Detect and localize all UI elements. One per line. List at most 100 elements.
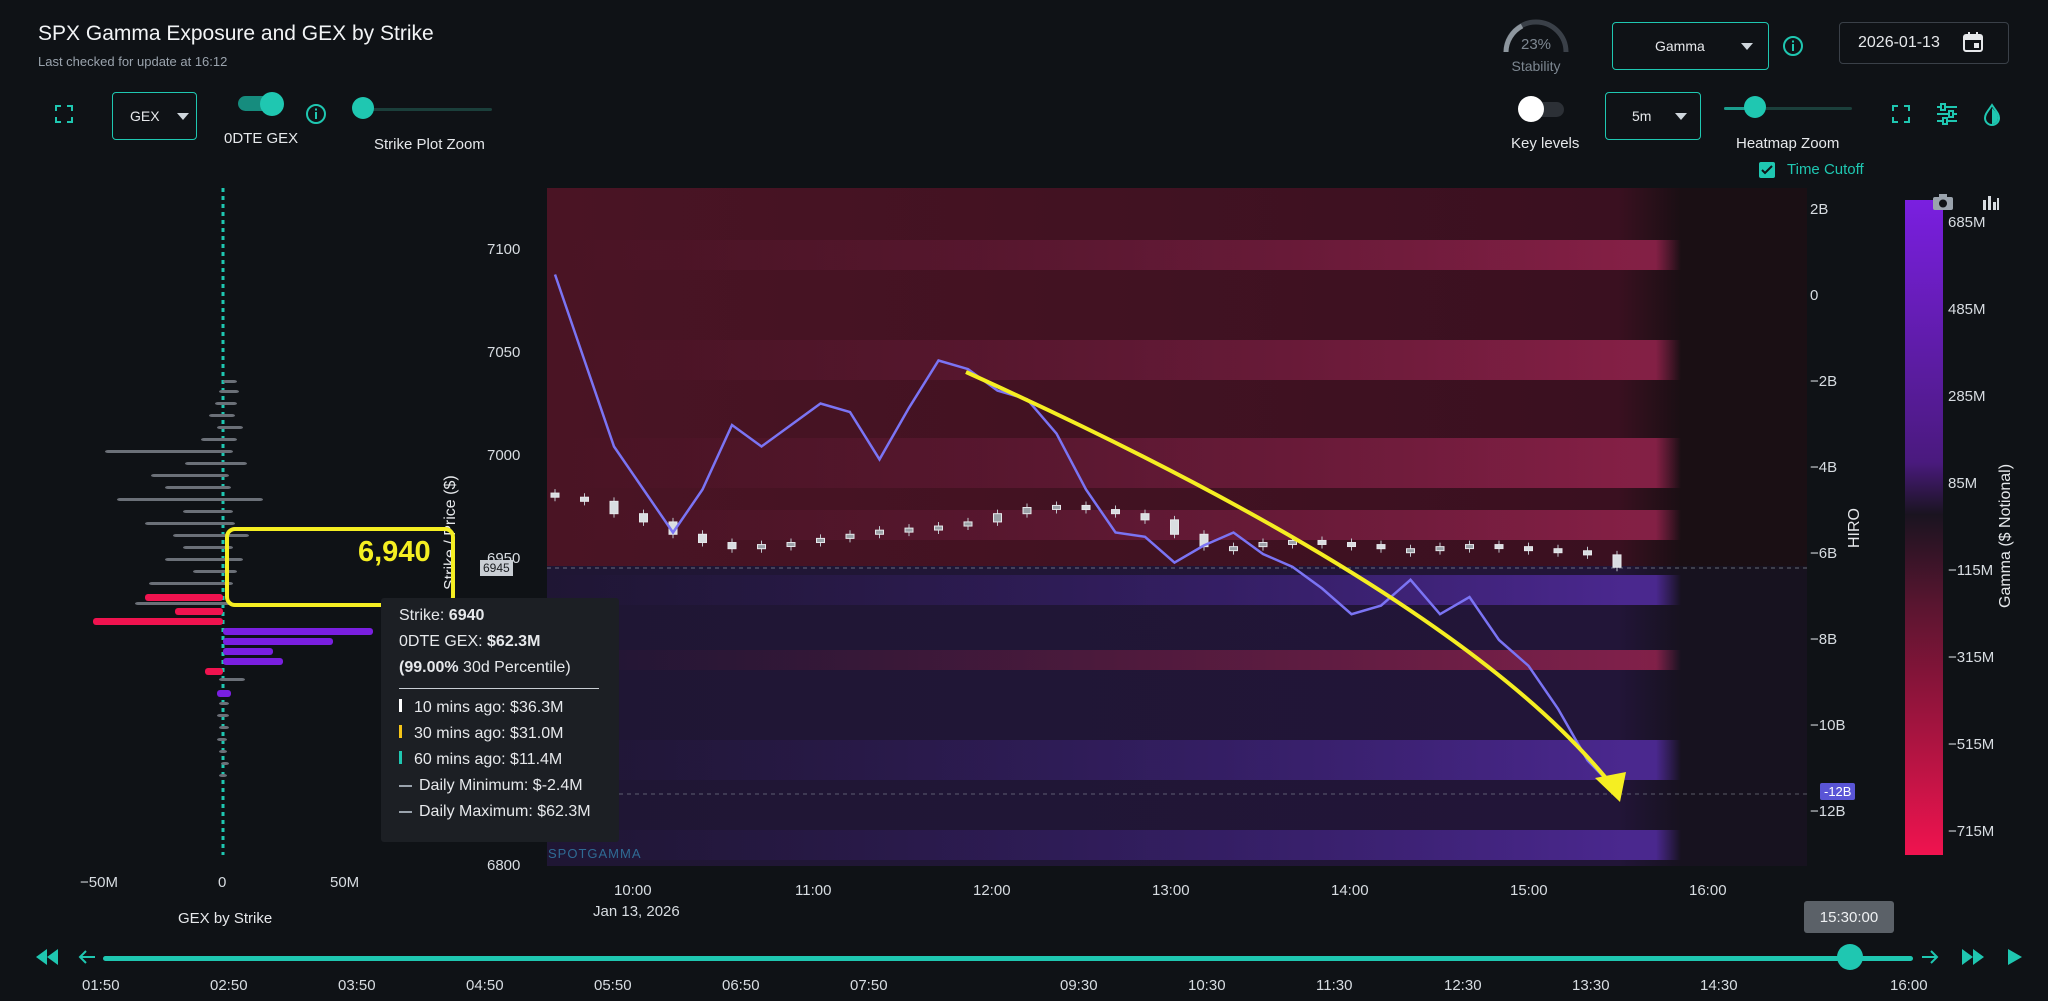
timeline-label: 11:30 — [1316, 977, 1353, 994]
gex-select[interactable]: GEX — [112, 92, 197, 140]
heatmap-zoom-label: Heatmap Zoom — [1736, 135, 1840, 152]
tooltip-10m: 10 mins ago: $36.3M — [399, 699, 563, 717]
highlight-strike-box — [225, 527, 455, 607]
step-forward-icon[interactable] — [1921, 948, 1939, 971]
strike-bar — [217, 738, 227, 741]
timeline-label: 02:50 — [210, 977, 248, 994]
mode-select[interactable]: Gamma — [1612, 22, 1769, 70]
annotation-arrow-head — [1595, 772, 1626, 802]
strike-bar — [145, 594, 223, 601]
color-scale-tick: −315M — [1948, 649, 1995, 666]
strike-bar — [165, 558, 243, 561]
x-date-label: Jan 13, 2026 — [593, 903, 680, 920]
strike-bar — [205, 668, 223, 675]
stability-gauge: 23% Stability — [1500, 16, 1572, 78]
odte-gex-toggle[interactable] — [236, 92, 284, 116]
key-levels-toggle[interactable] — [1514, 96, 1568, 122]
calendar-icon[interactable] — [1962, 31, 1984, 56]
timeline-handle[interactable] — [1837, 944, 1863, 970]
strike-tooltip: Strike: 6940 0DTE GEX: $62.3M (99.00% 30… — [381, 598, 619, 842]
tooltip-daily-max: Daily Maximum: $62.3M — [399, 803, 591, 821]
info-icon[interactable] — [305, 103, 327, 130]
time-cutoff-checkbox[interactable] — [1759, 162, 1775, 178]
candle — [1111, 509, 1120, 515]
strike-bar — [165, 486, 231, 489]
x-tick: 12:00 — [973, 882, 1011, 899]
candle — [550, 492, 560, 498]
last-updated-text: Last checked for update at 16:12 — [38, 54, 228, 69]
interval-select[interactable]: 5m — [1605, 92, 1701, 140]
timeline-label: 09:30 — [1060, 977, 1098, 994]
strike-bar — [217, 426, 243, 429]
strike-bar — [223, 380, 237, 383]
y-tick: 6800 — [487, 857, 521, 874]
strike-bar — [215, 402, 237, 405]
chevron-down-icon — [1740, 42, 1753, 50]
interval-select-value: 5m — [1632, 108, 1652, 124]
color-scale-tick: −715M — [1948, 823, 1995, 840]
fast-forward-icon[interactable] — [1962, 949, 1984, 970]
timeline-label: 10:30 — [1188, 977, 1226, 994]
candle — [1583, 550, 1592, 556]
expand-heatmap-icon[interactable] — [1891, 104, 1911, 129]
settings-sliders-icon[interactable] — [1935, 103, 1959, 130]
timeline-label: 16:00 — [1890, 977, 1928, 994]
color-scale-tick: 285M — [1948, 388, 1986, 405]
strike-bars — [93, 380, 373, 777]
candle — [1435, 546, 1445, 552]
step-back-icon[interactable] — [78, 948, 96, 971]
slider-handle[interactable] — [352, 97, 374, 119]
strike-bar — [151, 474, 229, 477]
hiro-tick: −10B — [1810, 717, 1846, 734]
strike-bar — [223, 628, 373, 635]
strike-plot-zoom-label: Strike Plot Zoom — [374, 136, 485, 153]
strike-bar — [219, 390, 239, 393]
strike-x-tick: 50M — [330, 874, 360, 891]
strike-plot-zoom-slider[interactable] — [352, 97, 492, 121]
info-icon[interactable] — [1782, 35, 1804, 62]
candle — [816, 537, 825, 544]
slider-handle[interactable] — [1744, 96, 1766, 118]
watermark: SPOTGAMMA — [548, 846, 642, 861]
bar-chart-icon[interactable] — [1982, 194, 2000, 215]
color-scale-label: Gamma ($ Notional) — [1997, 463, 2014, 608]
hiro-tick: −4B — [1810, 459, 1838, 476]
strike-bar — [149, 582, 233, 585]
time-cutoff-label: Time Cutoff — [1787, 161, 1864, 178]
strike-bar — [105, 450, 233, 453]
candle — [609, 500, 619, 515]
color-scale-tick: −115M — [1948, 562, 1994, 579]
candle — [1081, 504, 1091, 511]
strike-bar — [117, 498, 263, 501]
annotation-arrow — [965, 370, 1619, 794]
strike-bar — [201, 438, 237, 441]
price-marker: 6945 — [480, 560, 513, 576]
candle — [1317, 539, 1327, 545]
hiro-tick: 2B — [1810, 201, 1829, 218]
candle — [1524, 546, 1533, 552]
gex-strike-plot — [93, 188, 373, 855]
y-tick: 7100 — [487, 241, 521, 258]
strike-bar — [185, 462, 247, 465]
timeline-label: 06:50 — [722, 977, 760, 994]
timeline-track[interactable] — [103, 956, 1913, 961]
candle — [757, 544, 766, 550]
rewind-icon[interactable] — [36, 949, 58, 970]
heatmap-zoom-slider[interactable] — [1724, 96, 1852, 120]
play-icon[interactable] — [2008, 949, 2022, 970]
x-tick: 11:00 — [795, 882, 832, 899]
x-tick: 10:00 — [614, 882, 652, 899]
color-theme-icon[interactable] — [1982, 103, 2002, 132]
strike-bar — [209, 414, 235, 417]
strike-bar — [219, 750, 227, 753]
strike-bar — [183, 510, 233, 513]
camera-icon[interactable] — [1932, 193, 1954, 216]
hiro-tick: −8B — [1810, 631, 1838, 648]
tooltip-odte: 0DTE GEX: $62.3M — [399, 633, 541, 650]
candle — [1288, 539, 1297, 545]
candle — [934, 525, 943, 531]
expand-strike-plot-icon[interactable] — [54, 104, 74, 129]
candle — [1376, 544, 1386, 550]
strike-bar — [175, 608, 223, 615]
date-field[interactable]: 2026-01-13 — [1839, 22, 2009, 64]
